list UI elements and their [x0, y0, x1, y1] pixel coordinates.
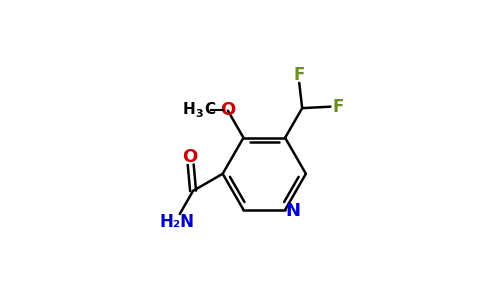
- Text: H₂N: H₂N: [159, 213, 194, 231]
- Text: H: H: [183, 102, 196, 117]
- Text: 3: 3: [196, 109, 203, 119]
- Text: C: C: [204, 102, 215, 117]
- Text: F: F: [332, 98, 344, 116]
- Text: N: N: [285, 202, 300, 220]
- Text: F: F: [293, 66, 305, 84]
- Text: O: O: [220, 101, 236, 119]
- Text: O: O: [182, 148, 197, 166]
